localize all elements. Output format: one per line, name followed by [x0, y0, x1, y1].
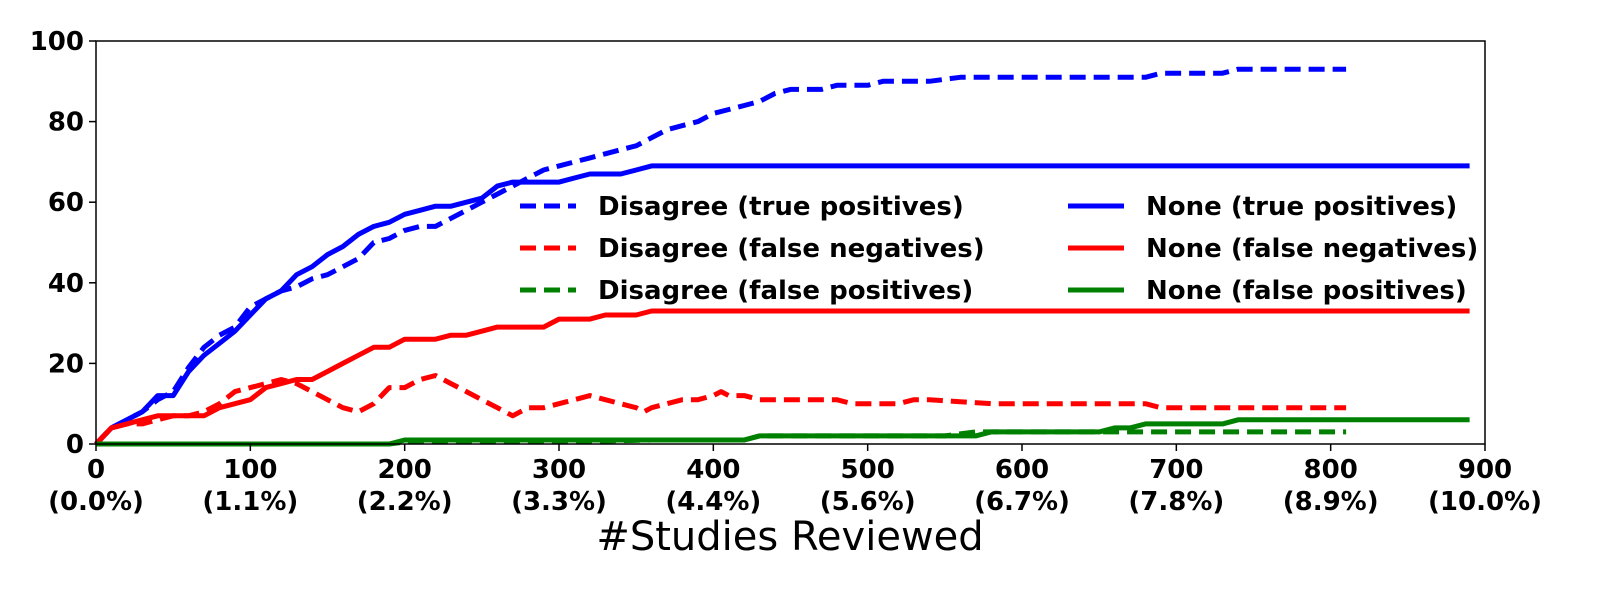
- x-tick-label: 900: [1458, 455, 1512, 485]
- y-axis: 0 20 40 60 80 100: [30, 27, 96, 460]
- x-tick-sublabel: (7.8%): [1128, 487, 1224, 517]
- legend: Disagree (true positives) Disagree (false…: [520, 192, 1478, 306]
- x-tick-label: 0: [87, 455, 105, 485]
- x-tick-sublabel: (6.7%): [974, 487, 1070, 517]
- legend-label: None (false negatives): [1146, 234, 1478, 264]
- series-line-none-false-negatives: [94, 308, 1470, 446]
- legend-label: None (false positives): [1146, 276, 1467, 306]
- legend-item-disagree-true-positives: Disagree (true positives): [520, 192, 964, 222]
- x-tick-sublabel: (0.0%): [48, 487, 144, 517]
- y-tick-label: 20: [48, 349, 84, 379]
- x-tick-label: 200: [378, 455, 432, 485]
- y-tick-label: 0: [66, 430, 84, 460]
- y-tick-label: 60: [48, 188, 84, 218]
- x-tick-label: 600: [995, 455, 1049, 485]
- series-layer: [94, 66, 1470, 447]
- legend-label: None (true positives): [1146, 192, 1457, 222]
- y-tick-label: 40: [48, 269, 84, 299]
- x-tick-sublabel: (5.6%): [820, 487, 916, 517]
- legend-label: Disagree (true positives): [598, 192, 964, 222]
- x-axis-label: #Studies Reviewed: [596, 514, 983, 560]
- x-tick-sublabel: (2.2%): [357, 487, 453, 517]
- x-tick-sublabel: (4.4%): [665, 487, 761, 517]
- x-tick-sublabel: (10.0%): [1428, 487, 1542, 517]
- x-tick-label: 700: [1149, 455, 1203, 485]
- x-axis: 0(0.0%) 100(1.1%) 200(2.2%) 300(3.3%) 400(4.…: [48, 444, 1542, 517]
- x-tick-label: 800: [1304, 455, 1358, 485]
- legend-item-none-false-positives: None (false positives): [1068, 276, 1467, 306]
- x-tick-label: 300: [532, 455, 586, 485]
- y-tick-label: 100: [30, 27, 84, 57]
- legend-item-disagree-false-negatives: Disagree (false negatives): [520, 234, 985, 264]
- series-line-none-false-positives: [96, 417, 1470, 447]
- series-line-disagree-false-negatives: [94, 373, 1347, 446]
- x-tick-sublabel: (8.9%): [1283, 487, 1379, 517]
- plot-frame: [95, 40, 1486, 445]
- legend-item-disagree-false-positives: Disagree (false positives): [520, 276, 973, 306]
- legend-label: Disagree (false positives): [598, 276, 973, 306]
- series-line-none-true-positives: [94, 163, 1470, 446]
- x-tick-label: 500: [841, 455, 895, 485]
- x-tick-label: 400: [686, 455, 740, 485]
- x-tick-sublabel: (3.3%): [511, 487, 607, 517]
- legend-item-none-false-negatives: None (false negatives): [1068, 234, 1478, 264]
- y-tick-label: 80: [48, 108, 84, 138]
- x-tick-label: 100: [223, 455, 277, 485]
- x-tick-sublabel: (1.1%): [202, 487, 298, 517]
- legend-label: Disagree (false negatives): [598, 234, 985, 264]
- legend-item-none-true-positives: None (true positives): [1068, 192, 1457, 222]
